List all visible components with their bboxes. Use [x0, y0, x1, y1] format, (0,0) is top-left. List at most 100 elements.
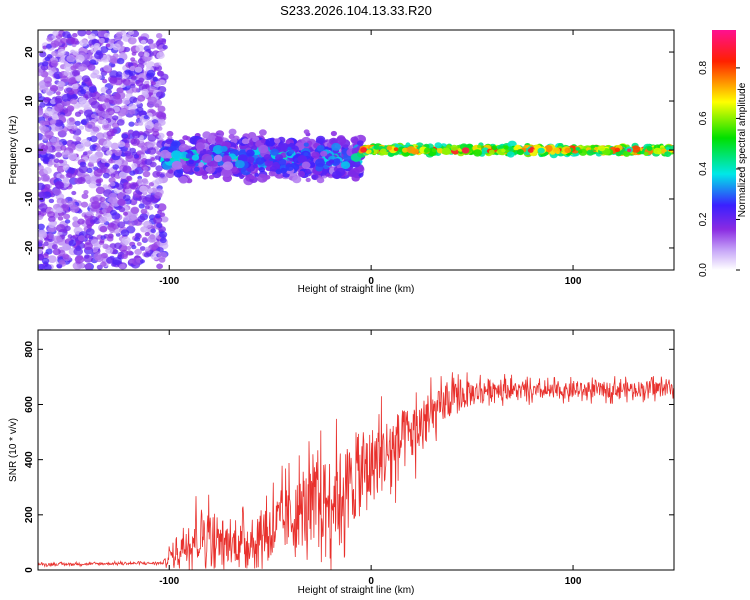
snr-y-label: SNR (10 * v/v)	[8, 418, 19, 482]
heatmap-cell	[129, 170, 136, 176]
heatmap-cell	[75, 75, 83, 82]
heatmap-cell	[446, 144, 451, 149]
heatmap-cell	[71, 190, 77, 196]
heatmap-cell	[106, 256, 115, 264]
heatmap-cell	[477, 144, 482, 149]
y-tick-label: 600	[24, 396, 35, 413]
heatmap-cell	[220, 145, 228, 152]
heatmap-cell	[144, 246, 150, 252]
heatmap-cell	[147, 235, 157, 243]
heatmap-cell	[90, 239, 100, 247]
heatmap-cell	[142, 170, 151, 178]
heatmap-cell	[60, 37, 68, 44]
heatmap-cell	[54, 97, 62, 104]
heatmap-cell	[55, 91, 61, 96]
heatmap-cell	[178, 176, 188, 184]
heatmap-cell	[58, 259, 66, 265]
heatmap-cell	[259, 129, 267, 136]
heatmap-cell	[156, 111, 167, 120]
heatmap-cell	[241, 138, 249, 145]
heatmap-cell	[74, 111, 82, 117]
heatmap-cell	[171, 141, 178, 147]
heatmap-cell	[193, 166, 200, 172]
heatmap-cell	[590, 144, 596, 149]
heatmap-cell	[393, 147, 399, 152]
heatmap-cell	[102, 78, 108, 84]
heatmap-cell	[102, 172, 110, 179]
heatmap-cell	[158, 251, 168, 260]
heatmap-cell	[39, 102, 46, 108]
heatmap-cell	[386, 145, 393, 151]
heatmap-cell	[154, 192, 163, 199]
heatmap-cell	[507, 151, 515, 158]
heatmap-cell	[297, 155, 308, 164]
heatmap-cell	[63, 213, 71, 220]
heatmap-cell	[627, 148, 632, 153]
heatmap-cell	[81, 75, 90, 82]
heatmap-cell	[473, 149, 482, 157]
heatmap-cell	[124, 69, 131, 75]
heatmap-cell	[148, 43, 157, 50]
heatmap-cell	[90, 72, 98, 79]
heatmap-cell	[117, 198, 126, 206]
y-tick-label: 400	[24, 451, 35, 468]
heatmap-cell	[71, 125, 78, 131]
heatmap-cell	[303, 142, 309, 147]
heatmap-cell	[77, 30, 87, 37]
heatmap-cell	[38, 231, 48, 239]
heatmap-cell	[564, 147, 572, 154]
heatmap-cell	[50, 60, 59, 67]
heatmap-cell	[191, 154, 200, 161]
heatmap-cell	[152, 77, 159, 82]
heatmap-cell	[132, 158, 139, 165]
heatmap-cell	[127, 213, 137, 222]
heatmap-cell	[136, 179, 143, 184]
heatmap-cell	[123, 211, 128, 216]
heatmap-cell	[154, 155, 161, 160]
snr-frame	[37, 329, 675, 571]
heatmap-cell	[47, 226, 55, 233]
heatmap-cell	[38, 223, 45, 230]
heatmap-cell	[112, 43, 121, 51]
heatmap-cell	[144, 83, 150, 88]
heatmap-cell	[147, 147, 157, 155]
heatmap-cell	[117, 221, 126, 228]
heatmap-cell	[138, 36, 144, 41]
heatmap-cell	[65, 100, 71, 106]
y-tick-label: 10	[24, 95, 35, 107]
heatmap-cell	[90, 154, 98, 161]
heatmap-cell	[154, 204, 160, 209]
heatmap-cell	[41, 257, 50, 265]
heatmap-cell	[147, 38, 154, 45]
heatmap-cell	[61, 243, 71, 251]
heatmap-cell	[115, 159, 122, 166]
heatmap-cell	[150, 157, 156, 161]
heatmap-cell	[154, 62, 160, 68]
heatmap-cell	[265, 138, 276, 147]
heatmap-cell	[57, 216, 64, 221]
heatmap-cell	[130, 138, 140, 146]
heatmap-cell	[162, 44, 168, 50]
heatmap-cell	[315, 135, 326, 144]
heatmap-cell	[255, 157, 265, 165]
heatmap-cell	[144, 231, 150, 237]
heatmap-cell	[139, 246, 146, 251]
heatmap-cell	[140, 259, 145, 264]
colorbar-tick-label: 0.0	[698, 263, 709, 277]
heatmap-cell	[491, 145, 498, 151]
heatmap-cell	[81, 193, 89, 199]
heatmap-cell	[171, 150, 182, 160]
heatmap-cell	[71, 83, 79, 90]
heatmap-cell	[91, 201, 101, 209]
heatmap-cell	[309, 162, 315, 168]
heatmap-cell	[402, 147, 409, 153]
heatmap-cell	[268, 170, 276, 177]
heatmap-cell	[51, 50, 58, 57]
heatmap-cell	[86, 224, 93, 229]
y-tick-label: 800	[24, 341, 35, 358]
heatmap-cell	[119, 108, 127, 114]
heatmap-cell	[316, 177, 325, 184]
heatmap-cell	[117, 141, 126, 148]
heatmap-cell	[670, 145, 674, 151]
